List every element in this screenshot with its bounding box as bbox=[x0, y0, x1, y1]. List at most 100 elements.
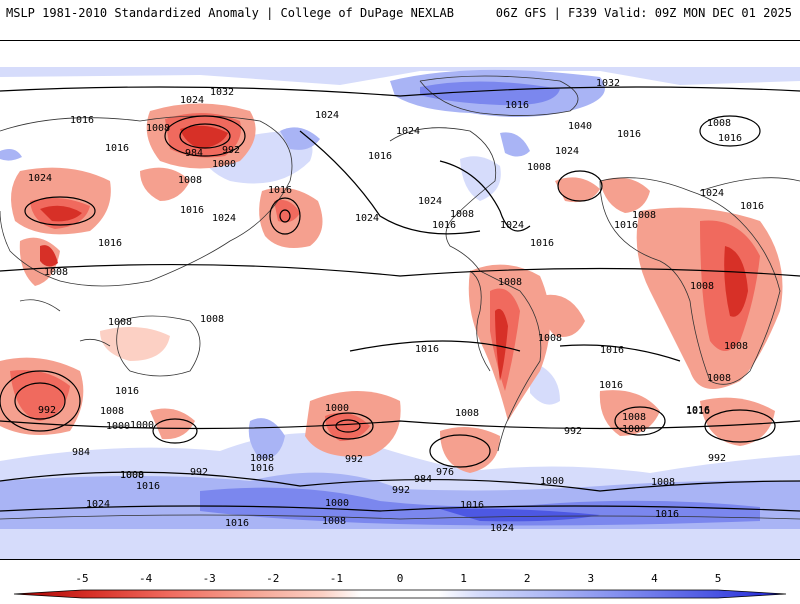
isobar-label: 1016 bbox=[225, 518, 249, 529]
map-svg: 1024 1032 1008 1016 984 992 1000 1008 10… bbox=[0, 67, 800, 559]
isobar-label: 1008 bbox=[622, 412, 646, 423]
isobar-label: 1000 bbox=[325, 498, 349, 509]
isobar-label: 1008 bbox=[100, 406, 124, 417]
isobar-label: 1008 bbox=[146, 123, 170, 134]
isobar-label: 1016 bbox=[180, 205, 204, 216]
isobar-label: 984 bbox=[414, 474, 432, 485]
isobar-label: 1008 bbox=[178, 175, 202, 186]
coastlines bbox=[0, 75, 800, 520]
isobar-label: 1024 bbox=[355, 213, 379, 224]
isobar-label: 1024 bbox=[180, 95, 204, 106]
colorbar-tick-label: -2 bbox=[266, 572, 280, 585]
isobars bbox=[0, 86, 800, 512]
colorbar-tick-label: 5 bbox=[714, 572, 722, 585]
isobar-label: 1016 bbox=[98, 238, 122, 249]
isobar-label: 1016 bbox=[718, 133, 742, 144]
anomaly-map: 1024 1032 1008 1016 984 992 1000 1008 10… bbox=[0, 40, 800, 560]
isobar-label: 1000 bbox=[540, 476, 564, 487]
colorbar-tick-label: -1 bbox=[329, 572, 344, 585]
colorbar-tick-label: 1 bbox=[460, 572, 467, 585]
colorbar-tick-label: 4 bbox=[651, 572, 658, 585]
colorbar-tick-label: -5 bbox=[75, 572, 89, 585]
isobar-label: 1016 bbox=[530, 238, 554, 249]
isobar-label: 1000 bbox=[106, 421, 130, 432]
isobar-label: 1008 bbox=[538, 333, 562, 344]
isobar-label: 984 bbox=[185, 148, 203, 159]
colorbar-tick-label: -3 bbox=[202, 572, 216, 585]
isobar-label: 1008 bbox=[651, 477, 675, 488]
isobar-label: 1024 bbox=[700, 188, 724, 199]
isobar-label: 1024 bbox=[86, 499, 110, 510]
isobar-label: 992 bbox=[38, 405, 56, 416]
isobar-label: 1024 bbox=[418, 196, 442, 207]
isobar-label: 1008 bbox=[44, 267, 68, 278]
isobar-labels: 1024 1032 1008 1016 984 992 1000 1008 10… bbox=[28, 78, 764, 534]
colorbar: -5 -4 -3 -2 -1 0 1 2 3 4 5 bbox=[0, 572, 800, 600]
isobar-label: 1016 bbox=[686, 406, 710, 417]
isobar-label: 1016 bbox=[368, 151, 392, 162]
isobar-label: 992 bbox=[708, 453, 726, 464]
isobar-label: 1016 bbox=[600, 345, 624, 356]
isobar-label: 1016 bbox=[70, 115, 94, 126]
map-title: MSLP 1981-2010 Standardized Anomaly | Co… bbox=[6, 6, 454, 20]
isobar-label: 992 bbox=[392, 485, 410, 496]
isobar-label: 1008 bbox=[200, 314, 224, 325]
colorbar-tick-label: 0 bbox=[396, 572, 404, 585]
isobar-label: 1040 bbox=[568, 121, 592, 132]
isobar-label: 1016 bbox=[505, 100, 529, 111]
isobar-label: 1008 bbox=[250, 453, 274, 464]
isobar-label: 1008 bbox=[322, 516, 346, 527]
isobar-label: 1032 bbox=[596, 78, 620, 89]
isobar-label: 992 bbox=[345, 454, 363, 465]
colorbar-svg bbox=[13, 589, 787, 599]
isobar-label: 1024 bbox=[315, 110, 339, 121]
isobar-label: 1008 bbox=[498, 277, 522, 288]
isobar-label: 1024 bbox=[500, 220, 524, 231]
isobar-label: 1032 bbox=[210, 87, 234, 98]
isobar-label: 1024 bbox=[555, 146, 579, 157]
isobar-label: 1016 bbox=[599, 380, 623, 391]
isobar-label: 992 bbox=[190, 467, 208, 478]
isobar-label: 1000 bbox=[120, 470, 144, 481]
isobar-label: 1000 bbox=[212, 159, 236, 170]
isobar-label: 1008 bbox=[527, 162, 551, 173]
isobar-label: 1024 bbox=[396, 126, 420, 137]
isobar-label: 1024 bbox=[28, 173, 52, 184]
isobar-label: 992 bbox=[222, 145, 240, 156]
isobar-label: 992 bbox=[564, 426, 582, 437]
isobar-label: 1008 bbox=[108, 317, 132, 328]
isobar-label: 1008 bbox=[724, 341, 748, 352]
isobar-label: 1016 bbox=[614, 220, 638, 231]
isobar-label: 1016 bbox=[460, 500, 484, 511]
colorbar-tick-label: -4 bbox=[138, 572, 153, 585]
isobar-label: 976 bbox=[436, 467, 454, 478]
negative-anomaly-shading bbox=[0, 103, 783, 473]
isobar-label: 1016 bbox=[415, 344, 439, 355]
isobar-label: 1008 bbox=[455, 408, 479, 419]
isobar-label: 1008 bbox=[690, 281, 714, 292]
isobar-label: 1000 bbox=[325, 403, 349, 414]
isobar-label: 1008 bbox=[707, 373, 731, 384]
isobar-label: 1024 bbox=[490, 523, 514, 534]
colorbar-tick-label: 2 bbox=[523, 572, 531, 585]
colorbar-tick-label: 3 bbox=[587, 572, 595, 585]
isobar-label: 1016 bbox=[250, 463, 274, 474]
isobar-label: 1016 bbox=[655, 509, 679, 520]
isobar-label: 1016 bbox=[617, 129, 641, 140]
isobar-label: 1000 bbox=[622, 424, 646, 435]
model-run-info: 06Z GFS | F339 Valid: 09Z MON DEC 01 202… bbox=[495, 6, 792, 20]
isobar-label: 1008 bbox=[707, 118, 731, 129]
isobar-label: 1016 bbox=[740, 201, 764, 212]
isobar-label: 1016 bbox=[136, 481, 160, 492]
isobar-label: 984 bbox=[72, 447, 90, 458]
isobar-label: 1016 bbox=[105, 143, 129, 154]
isobar-label: 1016 bbox=[115, 386, 139, 397]
isobar-label: 1008 bbox=[120, 470, 144, 481]
isobar-label: 1008 bbox=[632, 210, 656, 221]
isobar-label: 1016 bbox=[268, 185, 292, 196]
isobar-label: 1016 bbox=[686, 405, 710, 416]
isobar-label: 1000 bbox=[130, 420, 154, 431]
isobar-label: 1008 bbox=[450, 209, 474, 220]
isobar-label: 1024 bbox=[212, 213, 236, 224]
isobar-label: 1016 bbox=[432, 220, 456, 231]
